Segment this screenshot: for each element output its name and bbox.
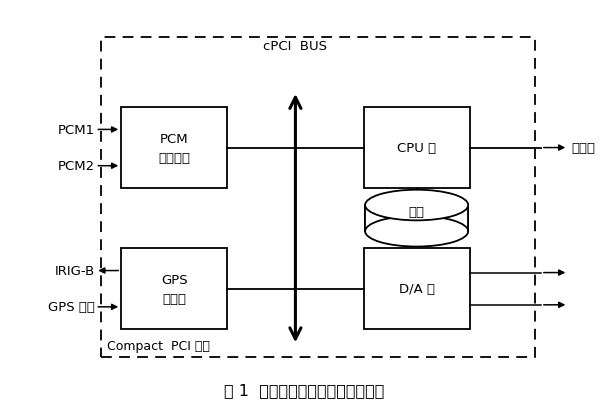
Text: 以太网: 以太网 (571, 142, 595, 155)
Ellipse shape (365, 190, 468, 221)
Bar (121, 108, 227, 188)
Text: GPS
时码板: GPS 时码板 (161, 273, 188, 305)
Text: Compact  PCI 机筱: Compact PCI 机筱 (107, 339, 210, 352)
Text: PCM2: PCM2 (58, 160, 96, 173)
Bar (365, 205, 468, 232)
Bar (121, 249, 227, 329)
Text: 图 1  遥测前端处理器的结构和组成: 图 1 遥测前端处理器的结构和组成 (224, 382, 385, 397)
Bar (364, 249, 470, 329)
Text: CPU 板: CPU 板 (397, 142, 436, 155)
Text: 磁盘: 磁盘 (409, 206, 424, 219)
Ellipse shape (365, 216, 468, 247)
Text: D/A 板: D/A 板 (399, 283, 435, 296)
Bar (102, 38, 535, 357)
Text: IRIG-B: IRIG-B (55, 264, 96, 277)
Text: GPS 天线: GPS 天线 (49, 301, 96, 313)
Text: PCM1: PCM1 (58, 124, 96, 136)
Bar (364, 108, 470, 188)
Text: cPCI  BUS: cPCI BUS (264, 40, 328, 53)
Text: PCM
分路器板: PCM 分路器板 (158, 132, 190, 164)
